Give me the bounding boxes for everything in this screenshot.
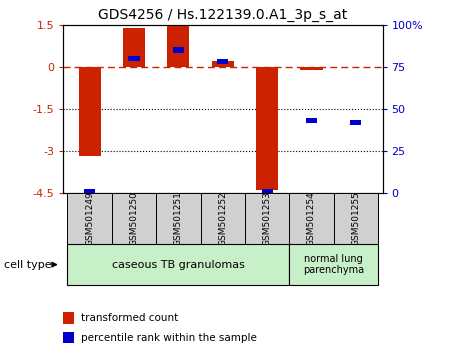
- Bar: [201, 193, 245, 244]
- Bar: [245, 193, 289, 244]
- Bar: [68, 193, 112, 244]
- Bar: [112, 193, 156, 244]
- Bar: [68, 244, 289, 285]
- Bar: [306, 118, 317, 123]
- Text: transformed count: transformed count: [81, 313, 178, 323]
- Text: GSM501253: GSM501253: [263, 191, 272, 246]
- Bar: [212, 61, 234, 67]
- Bar: [84, 189, 95, 194]
- Text: GSM501254: GSM501254: [307, 191, 316, 246]
- Bar: [261, 189, 273, 194]
- Text: caseous TB granulomas: caseous TB granulomas: [112, 259, 245, 270]
- Bar: [289, 244, 378, 285]
- Title: GDS4256 / Hs.122139.0.A1_3p_s_at: GDS4256 / Hs.122139.0.A1_3p_s_at: [98, 8, 347, 22]
- Bar: [351, 120, 361, 125]
- Bar: [79, 67, 101, 156]
- Bar: [173, 47, 184, 53]
- Bar: [123, 28, 145, 67]
- Text: GSM501250: GSM501250: [130, 191, 139, 246]
- Bar: [167, 25, 189, 67]
- Text: cell type: cell type: [4, 259, 52, 270]
- Text: percentile rank within the sample: percentile rank within the sample: [81, 332, 257, 343]
- Text: GSM501251: GSM501251: [174, 191, 183, 246]
- Bar: [217, 59, 228, 64]
- Bar: [289, 193, 334, 244]
- Bar: [334, 193, 378, 244]
- Bar: [128, 56, 140, 61]
- Bar: [256, 67, 278, 190]
- Text: GSM501249: GSM501249: [85, 191, 94, 246]
- Bar: [156, 193, 201, 244]
- Text: GSM501255: GSM501255: [351, 191, 360, 246]
- Text: normal lung
parenchyma: normal lung parenchyma: [303, 254, 364, 275]
- Bar: [301, 67, 323, 70]
- Text: GSM501252: GSM501252: [218, 191, 227, 246]
